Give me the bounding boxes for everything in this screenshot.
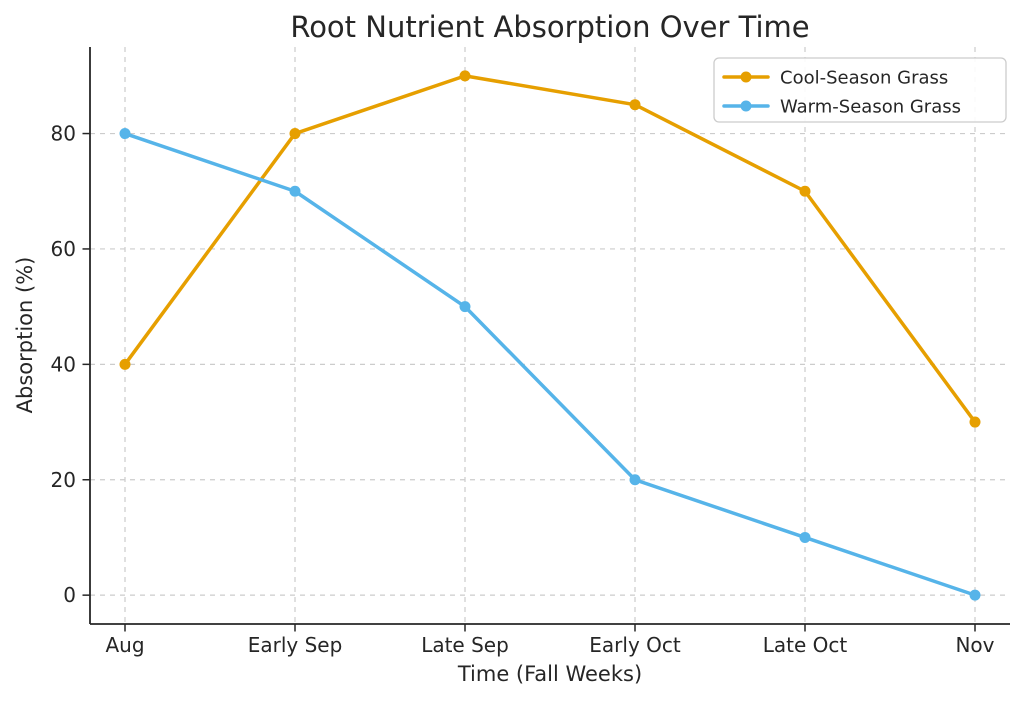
data-point-marker — [459, 70, 471, 82]
x-tick-label: Early Oct — [589, 633, 681, 657]
data-point-marker — [629, 99, 641, 111]
legend-marker-sample — [740, 71, 752, 83]
legend-label: Cool-Season Grass — [780, 68, 948, 89]
tick-label-layer: Aug Early Sep Late Sep Early Oct Late Oct Nov… — [51, 122, 995, 657]
data-point-marker — [629, 474, 641, 486]
data-point-marker — [289, 185, 301, 197]
y-tick-label: 60 — [51, 237, 76, 261]
data-point-marker — [459, 301, 471, 313]
legend: Cool-Season Grass Warm-Season Grass — [713, 57, 1007, 123]
y-tick-label: 0 — [63, 583, 76, 607]
y-tick-label: 40 — [51, 352, 76, 376]
y-tick-label: 80 — [51, 122, 76, 146]
x-tick-label: Late Oct — [763, 633, 848, 657]
y-tick-label: 20 — [51, 468, 76, 492]
legend-label: Warm-Season Grass — [780, 97, 961, 118]
grid-layer — [90, 47, 1010, 624]
series-line — [123, 131, 977, 597]
x-tick-label: Late Sep — [421, 633, 509, 657]
x-tick-label: Nov — [955, 633, 994, 657]
data-point-marker — [289, 128, 301, 140]
legend-frame — [713, 57, 1007, 123]
data-point-marker — [799, 531, 811, 543]
axes-layer — [82, 47, 1010, 632]
data-point-marker — [119, 358, 131, 370]
series-line — [123, 74, 977, 424]
y-axis-label: Absorption (%) — [13, 257, 37, 414]
x-axis-label: Time (Fall Weeks) — [457, 662, 642, 686]
x-tick-label: Aug — [105, 633, 144, 657]
chart-title: Root Nutrient Absorption Over Time — [290, 10, 809, 44]
data-point-marker — [119, 128, 131, 140]
data-point-marker — [969, 416, 981, 428]
series-layer — [119, 70, 981, 601]
x-tick-label: Early Sep — [248, 633, 343, 657]
data-point-marker — [799, 185, 811, 197]
legend-marker-sample — [740, 100, 752, 112]
data-point-marker — [969, 589, 981, 601]
